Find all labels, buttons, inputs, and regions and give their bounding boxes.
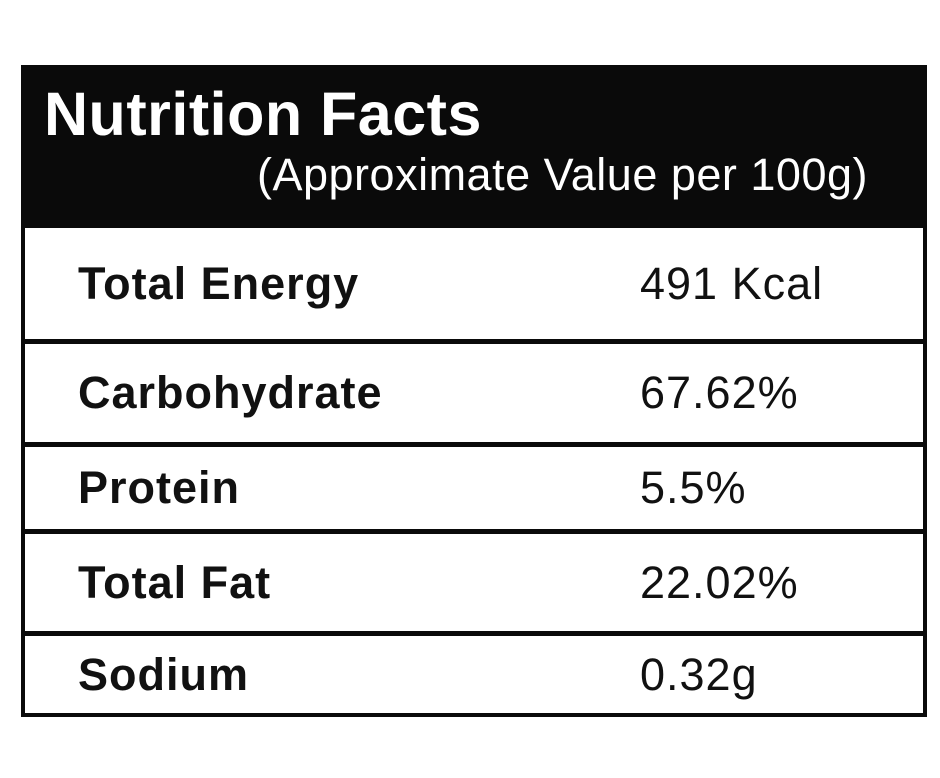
label-subtitle: (Approximate Value per 100g) — [257, 149, 868, 201]
nutrient-name: Sodium — [78, 648, 249, 700]
nutrient-name: Carbohydrate — [78, 367, 383, 418]
label-title: Nutrition Facts — [44, 80, 482, 148]
label-header: Nutrition Facts (Approximate Value per 1… — [24, 68, 924, 228]
nutrition-facts-label: Nutrition Facts (Approximate Value per 1… — [21, 65, 927, 717]
nutrient-value: 22.02% — [640, 556, 799, 608]
table-row-carbohydrate: Carbohydrate 67.62% — [25, 339, 923, 442]
table-row-total-fat: Total Fat 22.02% — [25, 529, 923, 631]
nutrient-value: 491 Kcal — [640, 257, 824, 309]
nutrient-name: Total Fat — [78, 556, 272, 608]
nutrient-value: 0.32g — [640, 648, 758, 700]
nutrient-value: 67.62% — [640, 367, 799, 418]
nutrient-name: Total Energy — [78, 257, 360, 309]
nutrient-name: Protein — [78, 462, 241, 513]
table-row-protein: Protein 5.5% — [25, 442, 923, 529]
table-row-sodium: Sodium 0.32g — [25, 631, 923, 713]
table-row-total-energy: Total Energy 491 Kcal — [25, 228, 923, 339]
nutrient-rows: Total Energy 491 Kcal Carbohydrate 67.62… — [25, 228, 923, 713]
nutrient-value: 5.5% — [640, 462, 747, 513]
